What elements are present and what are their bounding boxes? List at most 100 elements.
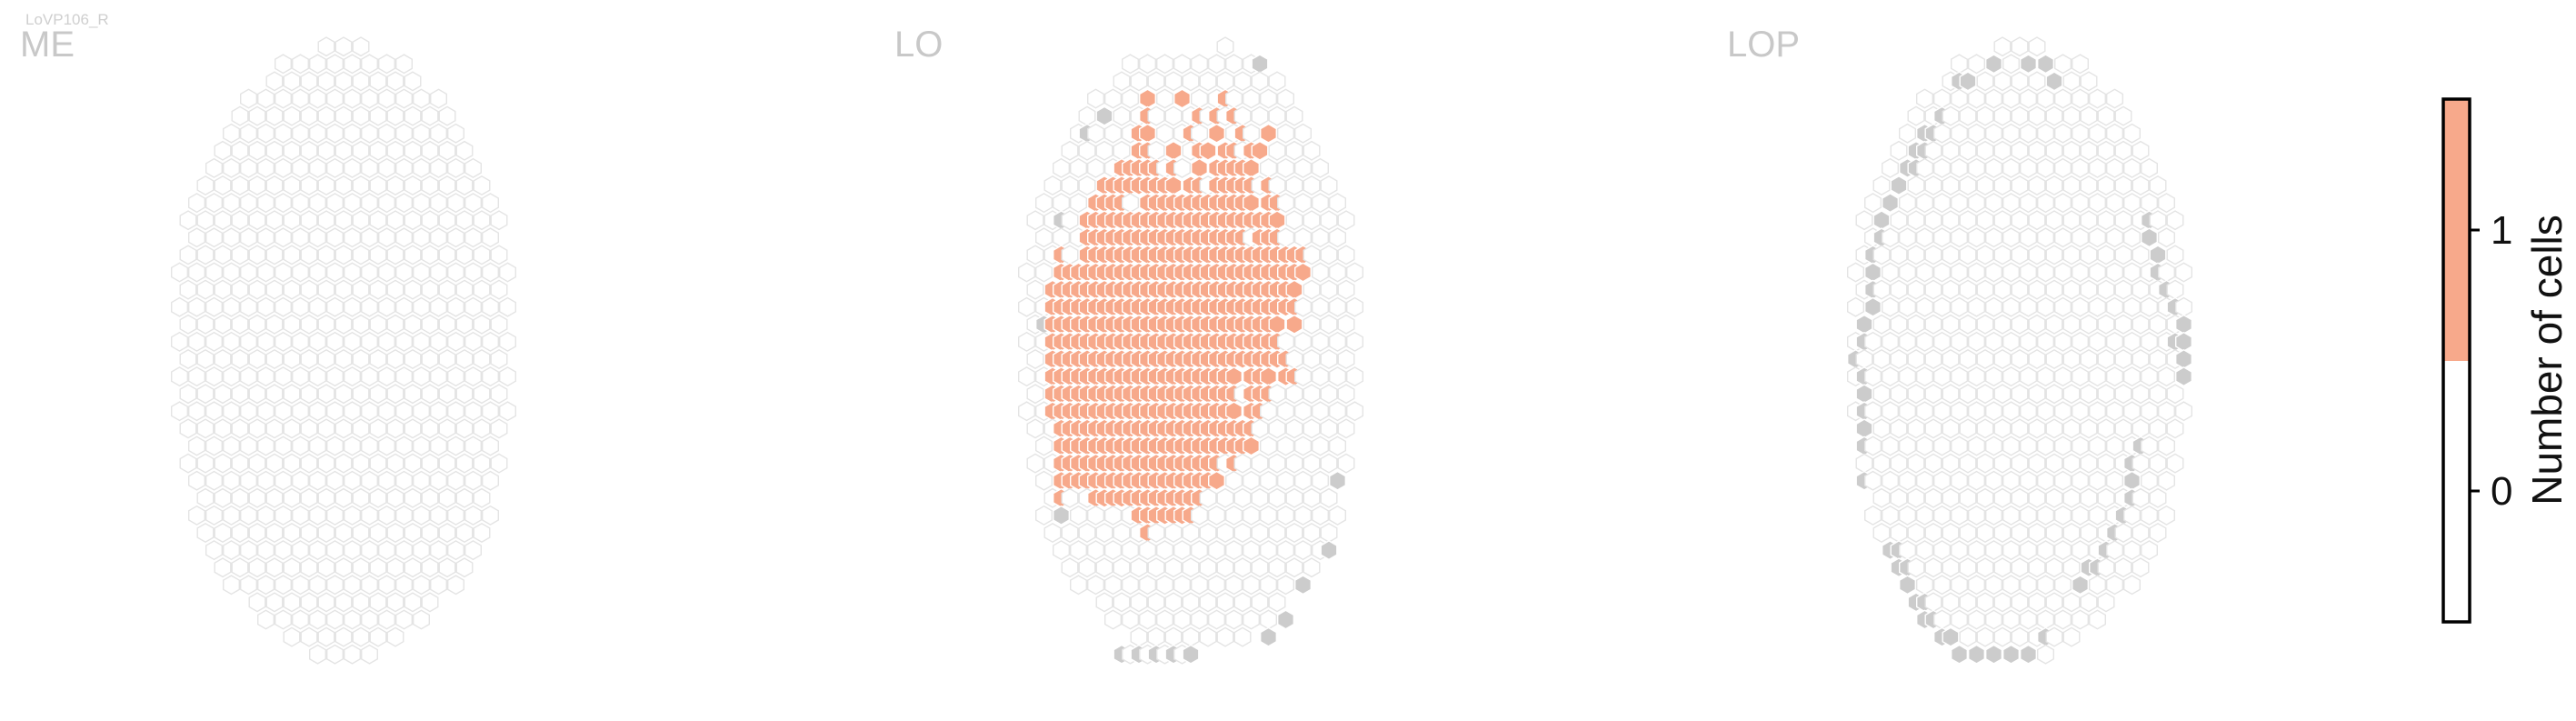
hex-column-empty bbox=[2097, 418, 2115, 439]
hex-column-empty bbox=[369, 592, 387, 613]
colorbar-segment-1 bbox=[2443, 99, 2470, 361]
hex-column-empty bbox=[1890, 348, 1908, 370]
hex-column-empty bbox=[352, 418, 370, 439]
hex-column-empty bbox=[2019, 609, 2038, 630]
hex-column-empty bbox=[2028, 314, 2046, 335]
hex-column-empty bbox=[2019, 262, 2038, 283]
hex-column-empty bbox=[455, 557, 474, 578]
hex-column-empty bbox=[1069, 540, 1088, 561]
hex-column-empty bbox=[1190, 88, 1209, 109]
hex-column-empty bbox=[2028, 36, 2046, 57]
hex-column-empty bbox=[404, 522, 422, 544]
hex-column-empty bbox=[1924, 210, 1942, 231]
hex-column-empty bbox=[1328, 262, 1347, 283]
hex-column-empty bbox=[2053, 505, 2072, 526]
hex-column-empty bbox=[2157, 193, 2176, 214]
hex-column-empty bbox=[2002, 436, 2021, 456]
hex-column-empty bbox=[334, 557, 353, 578]
hex-column-empty bbox=[421, 140, 439, 161]
hex-column-empty bbox=[1207, 54, 1226, 75]
hex-column-empty bbox=[1276, 193, 1295, 214]
hex-column-empty bbox=[378, 123, 395, 144]
hex-column-empty bbox=[2053, 331, 2072, 352]
hex-column-empty bbox=[2011, 279, 2029, 300]
hex-column-empty bbox=[1078, 140, 1096, 161]
hex-column-empty bbox=[2122, 227, 2142, 248]
hex-column-empty bbox=[1086, 157, 1105, 178]
hex-column-empty bbox=[2019, 88, 2038, 109]
hex-column-empty bbox=[413, 436, 430, 456]
hex-column-empty bbox=[1872, 245, 1891, 265]
hex-column-empty bbox=[1337, 453, 1355, 474]
hex-column-empty bbox=[300, 348, 318, 370]
hex-column-empty bbox=[1907, 348, 1925, 370]
hex-column-empty bbox=[413, 470, 430, 491]
hex-column-empty bbox=[265, 314, 284, 335]
hex-column-empty bbox=[1915, 331, 1934, 352]
hex-column-filled bbox=[1164, 140, 1183, 161]
hex-column-empty bbox=[404, 348, 422, 370]
hex-column-empty bbox=[464, 193, 482, 214]
hex-column-empty bbox=[309, 157, 326, 178]
hex-column-empty bbox=[292, 331, 309, 352]
hex-column-empty bbox=[1959, 279, 1977, 300]
hex-column-empty bbox=[2062, 418, 2081, 439]
hex-column-empty bbox=[2140, 470, 2159, 491]
hex-column-empty bbox=[344, 296, 361, 317]
hex-column-empty bbox=[2080, 140, 2098, 161]
hex-column-empty bbox=[1303, 175, 1321, 196]
hex-column-empty bbox=[1993, 245, 2012, 265]
hex-column-empty bbox=[309, 401, 326, 422]
hex-column-empty bbox=[1061, 140, 1079, 161]
hex-column-empty bbox=[292, 123, 309, 144]
hex-column-filled bbox=[1259, 123, 1278, 144]
hex-column-empty bbox=[464, 296, 482, 317]
hex-column-empty bbox=[455, 487, 474, 508]
hex-column-empty bbox=[352, 71, 370, 92]
hex-column-empty bbox=[1950, 157, 1969, 178]
hex-column-empty bbox=[1967, 470, 1986, 491]
hex-column-empty bbox=[1303, 140, 1321, 161]
hex-column-empty bbox=[1932, 227, 1952, 248]
hex-column-empty bbox=[248, 348, 266, 370]
hex-column-empty bbox=[1276, 505, 1295, 526]
hex-column-empty bbox=[464, 366, 482, 387]
hex-column-empty bbox=[275, 540, 292, 561]
hex-column-empty bbox=[344, 227, 361, 248]
hex-column-empty bbox=[309, 331, 326, 352]
hex-column-empty bbox=[386, 418, 404, 439]
hex-column-empty bbox=[275, 575, 292, 596]
hex-column-empty bbox=[1959, 453, 1977, 474]
hex-column-empty bbox=[455, 453, 474, 474]
hex-column-empty bbox=[369, 245, 387, 265]
hex-column-empty bbox=[1113, 140, 1131, 161]
hex-column-empty bbox=[378, 193, 395, 214]
hex-column-filled bbox=[1285, 279, 1303, 300]
hex-column-empty bbox=[2080, 105, 2098, 126]
hex-grid-me bbox=[170, 36, 516, 665]
hex-column-empty bbox=[1268, 140, 1286, 161]
hex-column-empty bbox=[334, 418, 353, 439]
hex-column-empty bbox=[2132, 384, 2150, 405]
hex-column-empty bbox=[482, 227, 499, 248]
hex-column-empty bbox=[1285, 453, 1303, 474]
hex-column-empty bbox=[2045, 557, 2063, 578]
hex-column-empty bbox=[283, 210, 301, 231]
hex-column-empty bbox=[1293, 227, 1313, 248]
hex-column-empty bbox=[1924, 384, 1942, 405]
hex-column-empty bbox=[1976, 175, 1994, 196]
hex-column-empty bbox=[1881, 470, 1900, 491]
hex-column-empty bbox=[1103, 505, 1123, 526]
hex-column-empty bbox=[231, 384, 249, 405]
hex-column-empty bbox=[317, 592, 335, 613]
hex-column-empty bbox=[1233, 453, 1252, 474]
hex-column-empty bbox=[240, 88, 257, 109]
hex-column-empty bbox=[1942, 210, 1960, 231]
hex-column-empty bbox=[170, 296, 189, 317]
hex-column-empty bbox=[1959, 175, 1977, 196]
hex-column-empty bbox=[2053, 296, 2072, 317]
hex-column-empty bbox=[1043, 175, 1062, 196]
hex-column-empty bbox=[1026, 453, 1044, 474]
hex-column-empty bbox=[1276, 436, 1295, 456]
